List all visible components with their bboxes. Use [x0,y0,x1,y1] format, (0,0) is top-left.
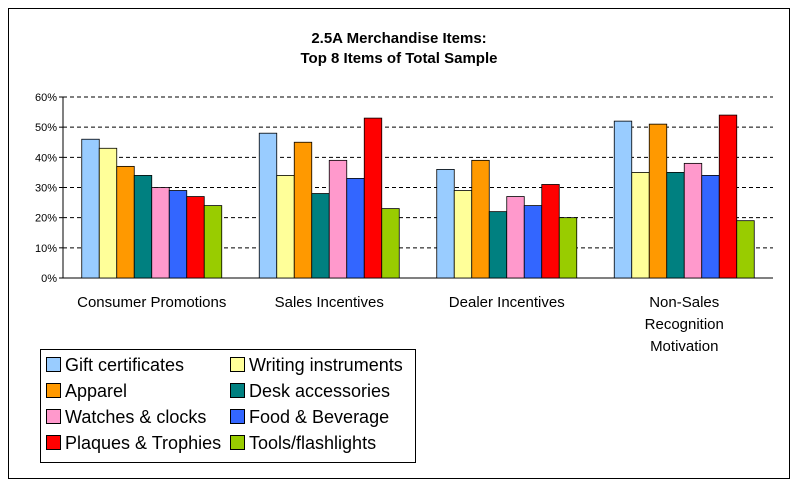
x-tick-label: Non-Sales Recognition Motivation [644,294,724,355]
y-tick-label: 50% [35,122,57,134]
bar [346,178,365,279]
legend-label: Tools/flashlights [249,433,377,453]
y-tick-label: 10% [35,243,57,255]
y-tick-label: 40% [35,152,57,164]
chart-title: 2.5A Merchandise Items: [311,30,487,47]
bar [523,205,543,279]
legend-swatch [46,409,61,424]
legend-entry: Tools/flashlights [230,432,376,454]
bar [363,117,383,279]
legend-entry: Watches & clocks [46,406,206,428]
bar [613,120,633,279]
legend-entry: Gift certificates [46,354,184,376]
legend-entry: Apparel [46,380,127,402]
bar [701,175,720,279]
x-tick-label: Consumer Promotions [77,294,227,311]
bar [311,193,330,279]
legend-label: Plaques & Trophies [65,433,222,453]
legend-label: Watches & clocks [65,407,207,427]
bar [133,175,153,279]
bar [436,168,455,279]
legend-label: Apparel [65,381,128,401]
legend-swatch [230,409,245,424]
y-tick-label: 20% [35,213,57,225]
legend-label: Writing instruments [249,355,403,375]
bar [558,217,578,279]
bar [506,196,525,279]
bar [471,159,490,279]
legend-entry: Plaques & Trophies [46,432,221,454]
bar [736,220,755,279]
chart-title: Top 8 Items of Total Sample [300,50,498,67]
bar [98,147,118,279]
legend-swatch [46,383,61,398]
y-tick-label: 30% [35,183,57,195]
legend-swatch [46,357,61,372]
bar [541,184,560,279]
bar [718,114,738,279]
legend-swatch [46,435,61,450]
x-tick-label: Dealer Incentives [448,294,565,311]
legend-box [40,349,416,463]
bar [151,187,170,279]
bar [666,172,685,279]
legend-entry: Food & Beverage [230,406,389,428]
bar [381,208,400,279]
bar [328,159,348,279]
bar [683,162,703,279]
chart-frame [8,8,790,479]
bar [168,190,188,279]
legend-swatch [230,357,245,372]
bar [186,196,205,279]
legend-swatch [230,435,245,450]
bar [631,172,650,279]
bar [648,123,668,279]
legend-entry: Desk accessories [230,380,390,402]
bar [488,211,508,279]
legend-label: Gift certificates [65,355,185,375]
y-tick-label: 60% [35,92,57,104]
bar [81,138,100,279]
legend-swatch [230,383,245,398]
x-tick-label: Sales Incentives [274,294,384,311]
y-tick-label: 0% [41,273,57,285]
bar [453,190,473,279]
bar [258,132,278,279]
bar [116,165,135,279]
legend-label: Food & Beverage [249,407,390,427]
legend-entry: Writing instruments [230,354,403,376]
bar [203,205,223,279]
bar [293,141,313,279]
bar [276,175,295,279]
legend-label: Desk accessories [249,381,391,401]
